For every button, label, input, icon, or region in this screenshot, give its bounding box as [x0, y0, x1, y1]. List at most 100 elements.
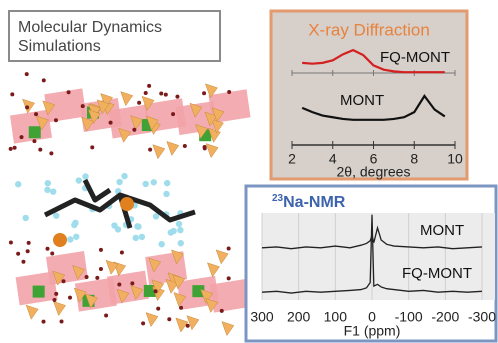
water: [163, 191, 169, 197]
oxygen: [202, 91, 206, 95]
oxygen: [9, 241, 13, 245]
oxygen: [175, 95, 179, 99]
x-tick-label: 300: [250, 309, 274, 325]
oxygen: [32, 139, 36, 143]
x-axis-label: F1 (ppm): [344, 323, 401, 339]
oxygen: [154, 289, 158, 293]
figure: X-ray Diffraction 23Na-NMR 2468102θ, deg…: [0, 0, 498, 343]
oxygen: [183, 144, 187, 148]
oxygen: [147, 84, 151, 88]
oxygen: [99, 267, 103, 271]
oxygen: [141, 321, 145, 325]
water: [168, 229, 174, 235]
oxygen: [117, 283, 121, 287]
oxygen: [132, 128, 136, 132]
oxygen: [120, 251, 124, 255]
water: [76, 177, 82, 183]
nmr-title-main: Na-NMR: [283, 194, 346, 211]
oxygen: [144, 91, 148, 95]
water: [73, 234, 79, 240]
oxygen: [203, 146, 207, 150]
water: [115, 226, 121, 232]
series-label: FQ-MONT: [380, 49, 450, 66]
water: [71, 222, 77, 228]
water: [53, 212, 59, 218]
water: [176, 221, 182, 227]
oxygen: [54, 118, 58, 122]
series-label: FQ-MONT: [402, 265, 472, 282]
oxygen: [16, 252, 20, 256]
oxygen: [171, 112, 175, 116]
molecular-dynamics-image: [8, 66, 252, 341]
slab: [46, 251, 88, 285]
water: [67, 236, 73, 242]
oxygen: [52, 298, 56, 302]
oxygen: [159, 92, 163, 96]
oxygen: [49, 151, 53, 155]
water: [44, 187, 50, 193]
water: [121, 173, 127, 179]
water: [23, 215, 29, 221]
water: [116, 179, 122, 185]
oxygen: [60, 319, 64, 323]
water: [15, 181, 21, 187]
oxygen: [46, 247, 50, 251]
oxygen: [90, 145, 94, 149]
water: [139, 234, 145, 240]
md-title: Molecular Dynamics Simulations: [8, 10, 221, 62]
water: [82, 173, 88, 179]
oxygen: [81, 104, 85, 108]
oxygen: [130, 281, 134, 285]
water: [178, 240, 184, 246]
oxygen: [137, 101, 141, 105]
water: [158, 241, 164, 247]
water: [134, 223, 140, 229]
oxygen: [167, 317, 171, 321]
water: [133, 235, 139, 241]
oxygen: [26, 249, 30, 253]
oxygen: [10, 92, 14, 96]
green-site: [33, 286, 45, 298]
x-tick-label: -200: [431, 309, 459, 325]
nmr-title-sup: 23: [272, 193, 284, 204]
oxygen: [42, 78, 46, 82]
series-label: MONT: [340, 92, 384, 109]
oxygen: [67, 90, 71, 94]
oxygen: [99, 248, 103, 252]
oxygen: [227, 246, 231, 250]
water: [177, 227, 183, 233]
oxygen: [34, 112, 38, 116]
oxygen: [27, 241, 31, 245]
oxygen: [62, 279, 66, 283]
x-axis-label: 2θ, degrees: [337, 164, 411, 180]
oxygen: [25, 72, 29, 76]
oxygen: [109, 121, 113, 125]
sodium: [53, 233, 67, 247]
oxygen: [9, 147, 13, 151]
water: [142, 181, 148, 187]
water: [50, 188, 56, 194]
oxygen: [50, 251, 54, 255]
water: [164, 180, 170, 186]
oxygen: [186, 324, 190, 328]
x-tick-label: -300: [468, 309, 496, 325]
oxygen: [21, 260, 25, 264]
x-tick-label: 8: [410, 151, 418, 167]
oxygen: [25, 105, 29, 109]
x-tick-label: 2: [288, 151, 296, 167]
water: [45, 180, 51, 186]
oxygen: [54, 292, 58, 296]
x-tick-label: 10: [447, 151, 463, 167]
oxygen: [38, 148, 42, 152]
oxygen: [227, 90, 231, 94]
oxygen: [42, 320, 46, 324]
oxygen: [164, 93, 168, 97]
oxygen: [220, 309, 224, 313]
x-tick-label: 200: [287, 309, 311, 325]
green-site: [29, 126, 41, 138]
series-label: MONT: [420, 222, 464, 239]
oxygen: [179, 306, 183, 310]
oxygen: [104, 314, 108, 318]
oxygen: [13, 146, 17, 150]
sodium: [120, 197, 134, 211]
